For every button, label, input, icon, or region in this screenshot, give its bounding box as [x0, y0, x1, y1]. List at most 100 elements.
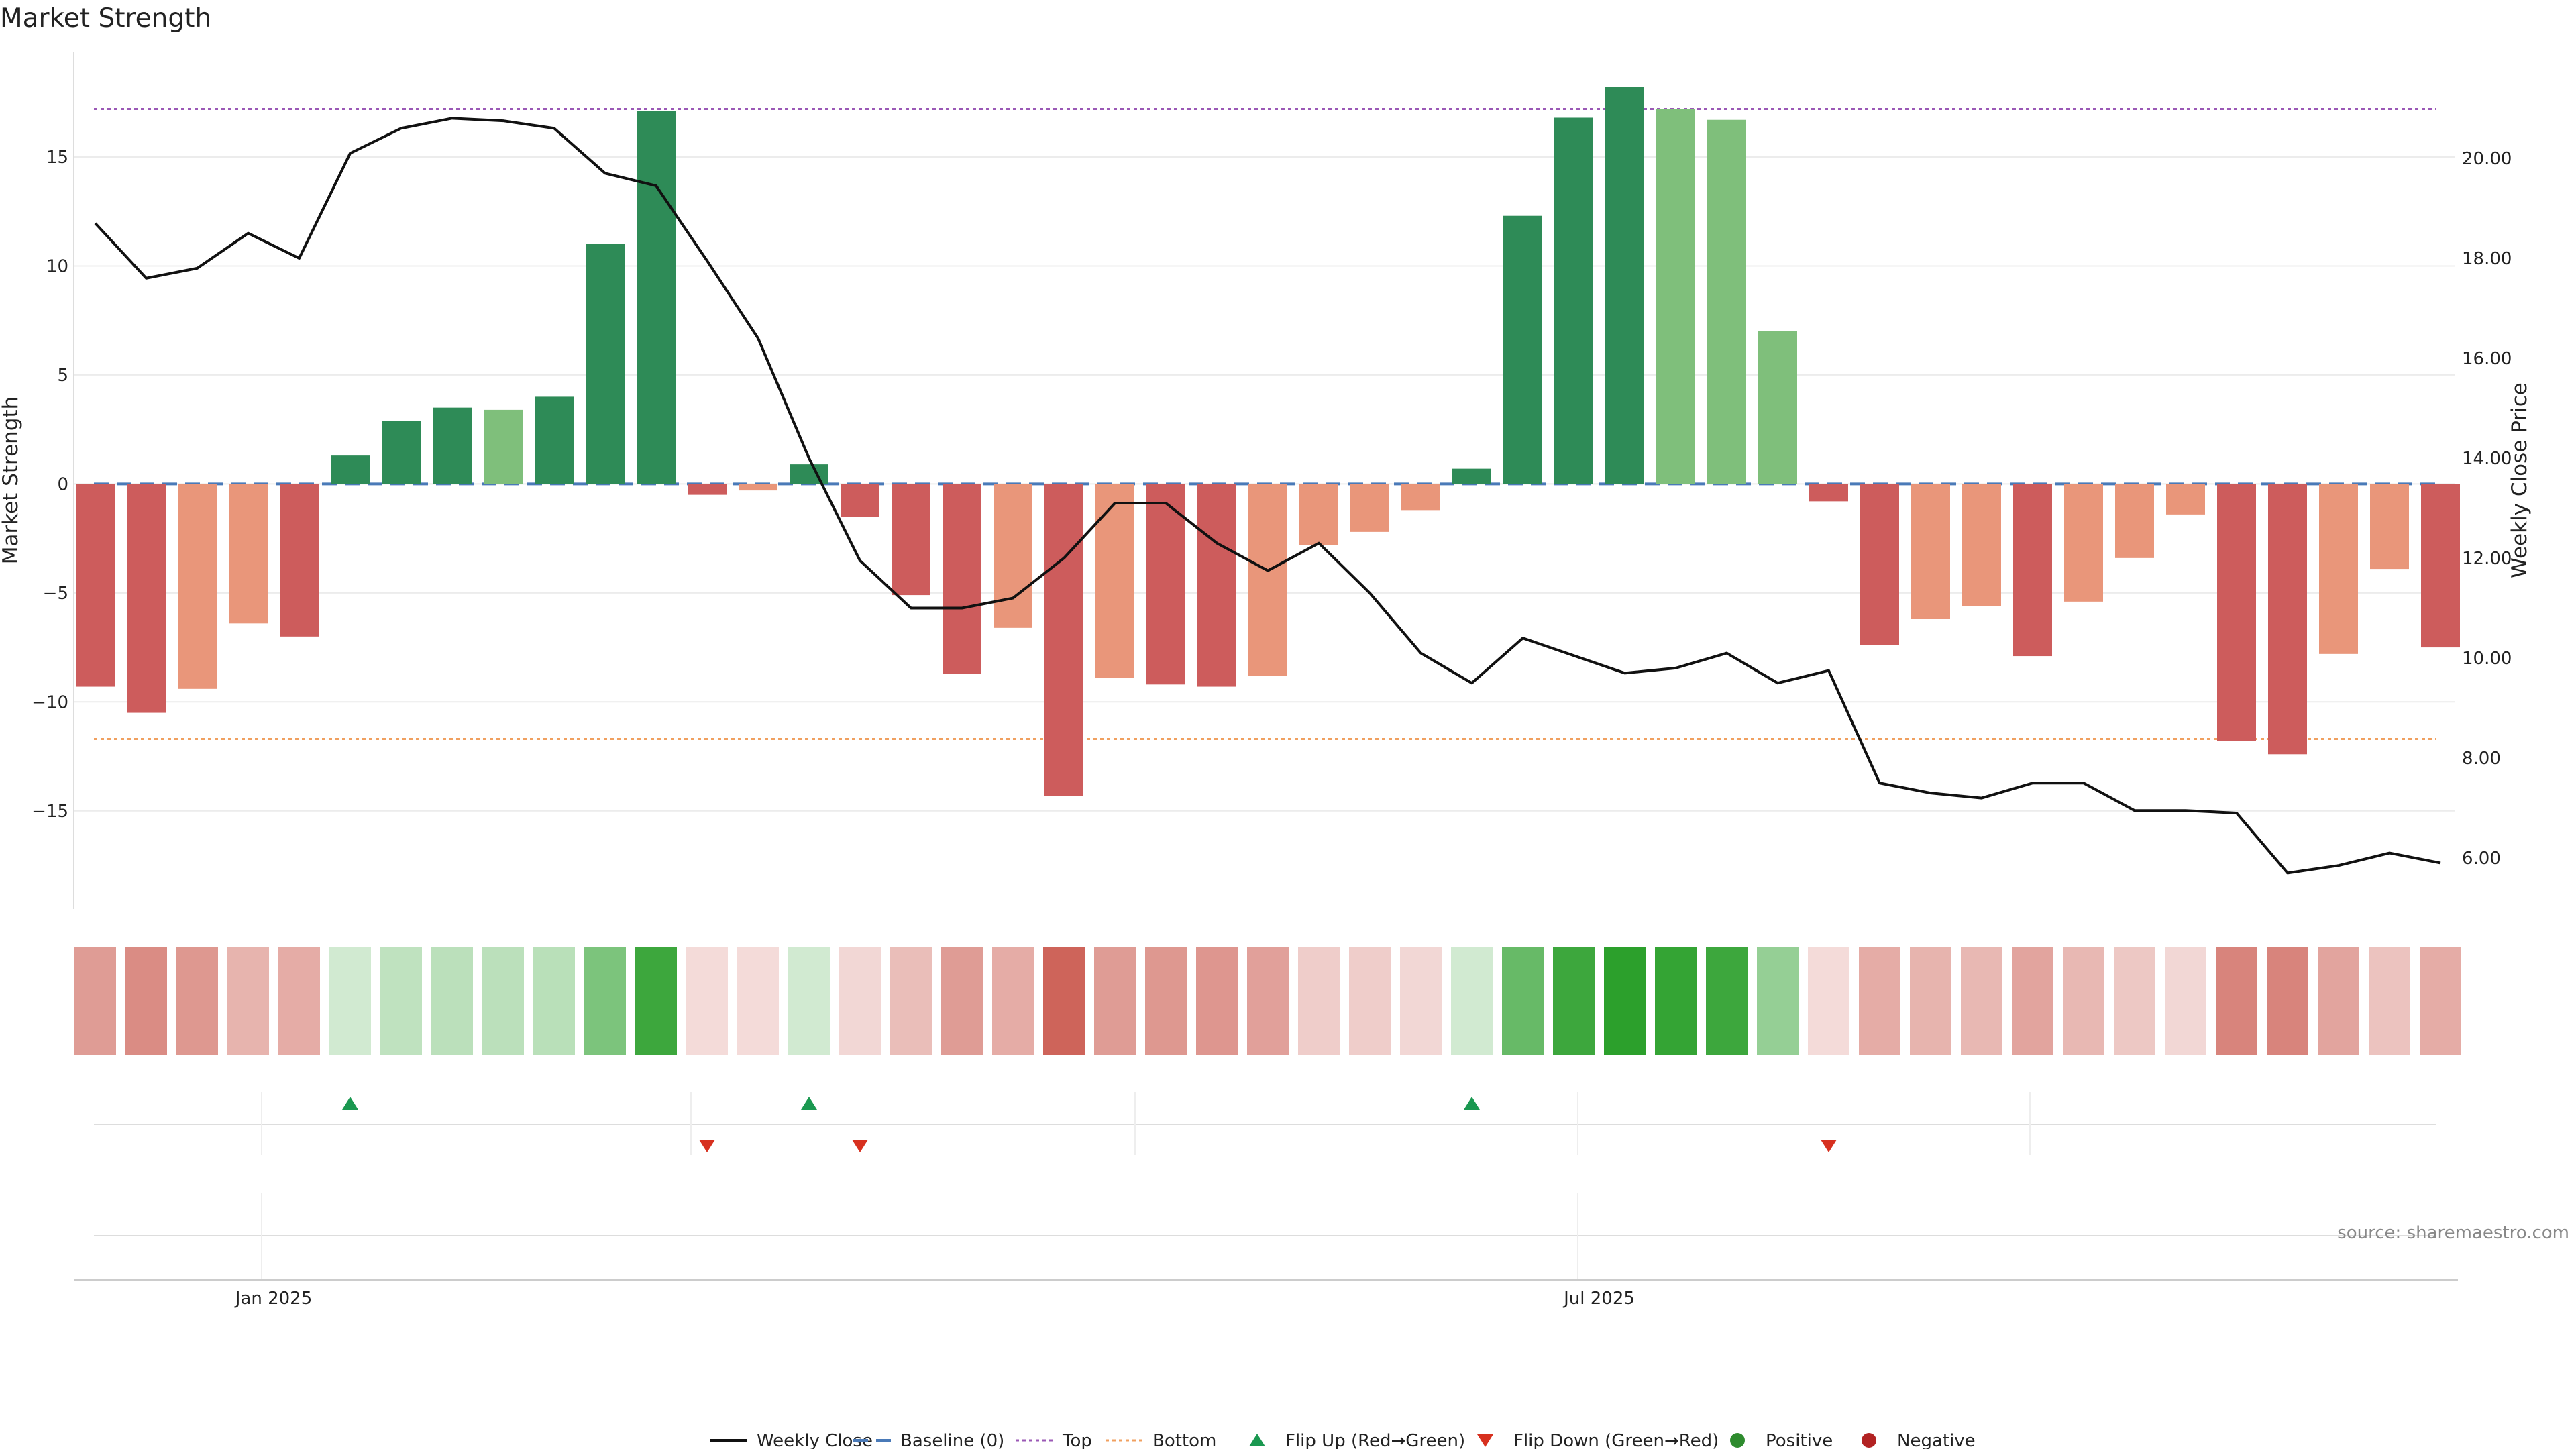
heat-cell — [2012, 947, 2053, 1055]
negative-strength-bar — [2166, 484, 2205, 515]
negative-strength-bar — [2115, 484, 2154, 558]
positive-strength-bar — [1554, 117, 1593, 484]
flip-up-marker — [801, 1097, 817, 1110]
y-tick-label: −5 — [43, 584, 68, 604]
legend-label: Negative — [1897, 1431, 1976, 1449]
negative-strength-bar — [2370, 484, 2409, 570]
heat-cell — [941, 947, 983, 1055]
heat-cell — [2369, 947, 2410, 1055]
heat-strip — [74, 947, 2461, 1055]
negative-strength-bar — [2064, 484, 2103, 602]
legend-swatch-positive — [1730, 1433, 1745, 1448]
heat-cell — [1247, 947, 1289, 1055]
x-tick-label: Jul 2025 — [1562, 1289, 1635, 1309]
heat-cell — [227, 947, 269, 1055]
heat-cell — [1094, 947, 1136, 1055]
positive-strength-bar — [382, 421, 421, 484]
negative-strength-bar — [994, 484, 1032, 628]
flip-up-marker — [1464, 1097, 1480, 1110]
flip-down-marker — [699, 1140, 715, 1152]
y2-tick-label: 8.00 — [2462, 749, 2501, 769]
legend-item: Flip Up (Red→Green) — [1249, 1431, 1465, 1449]
y2-tick-label: 12.00 — [2462, 549, 2512, 569]
negative-strength-bar — [688, 484, 727, 495]
y2-tick-label: 18.00 — [2462, 249, 2512, 269]
heat-cell — [2267, 947, 2308, 1055]
legend-item: Top — [1016, 1431, 1092, 1449]
negative-strength-bar — [178, 484, 217, 689]
heat-cell — [2318, 947, 2359, 1055]
flip-markers — [94, 1092, 2436, 1280]
positive-strength-bar — [331, 455, 370, 484]
negative-strength-bar — [229, 484, 268, 624]
heat-cell — [686, 947, 728, 1055]
y-tick-label: 0 — [57, 474, 68, 494]
positive-strength-bar — [484, 409, 523, 484]
x-axis: Jan 2025 Jul 2025 — [74, 1279, 2458, 1309]
positive-strength-bar — [1452, 468, 1491, 484]
negative-strength-bar — [76, 484, 115, 687]
heat-cell — [839, 947, 881, 1055]
negative-strength-bar — [1044, 484, 1083, 796]
positive-strength-bar — [1758, 331, 1797, 484]
heat-cell — [1706, 947, 1748, 1055]
negative-strength-bar — [2217, 484, 2256, 741]
legend-label: Top — [1062, 1431, 1092, 1449]
negative-strength-bar — [1962, 484, 2001, 606]
heat-cell — [1961, 947, 2002, 1055]
y2-tick-label: 14.00 — [2462, 449, 2512, 469]
heat-cell — [1757, 947, 1799, 1055]
source-label: source: sharemaestro.com — [2337, 1223, 2569, 1243]
negative-strength-bar — [1401, 484, 1440, 511]
legend-item: Flip Down (Green→Red) — [1477, 1431, 1719, 1449]
positive-strength-bar — [535, 396, 574, 484]
flip-down-marker — [1821, 1140, 1837, 1152]
heat-cell — [1859, 947, 1900, 1055]
negative-strength-bar — [1860, 484, 1899, 645]
heat-cell — [176, 947, 218, 1055]
heat-cell — [1808, 947, 1849, 1055]
heat-cell — [2420, 947, 2461, 1055]
heat-cell — [1043, 947, 1085, 1055]
y-tick-label: −10 — [32, 692, 68, 712]
negative-strength-bar — [943, 484, 981, 674]
heat-cell — [1298, 947, 1340, 1055]
heat-cell — [482, 947, 524, 1055]
legend-swatch-flip-up — [1249, 1434, 1265, 1446]
positive-strength-bar — [637, 111, 676, 484]
heat-cell — [1400, 947, 1442, 1055]
positive-strength-bar — [433, 407, 472, 484]
negative-strength-bar — [1809, 484, 1848, 502]
positive-strength-bar — [1605, 87, 1644, 484]
legend-label: Flip Down (Green→Red) — [1513, 1431, 1719, 1449]
heat-cell — [1655, 947, 1697, 1055]
negative-strength-bar — [2421, 484, 2460, 648]
heat-cell — [278, 947, 320, 1055]
flip-up-marker — [342, 1097, 358, 1110]
heat-cell — [431, 947, 473, 1055]
legend-item: Bottom — [1106, 1431, 1216, 1449]
heat-cell — [1553, 947, 1595, 1055]
y2-tick-label: 10.00 — [2462, 649, 2512, 669]
legend-item: Positive — [1730, 1431, 1833, 1449]
negative-strength-bar — [739, 484, 777, 491]
negative-strength-bar — [1095, 484, 1134, 678]
positive-strength-bar — [1503, 215, 1542, 484]
y2-axis-title: Weekly Close Price — [2508, 382, 2532, 578]
legend-label: Bottom — [1152, 1431, 1216, 1449]
y-axis-title: Market Strength — [0, 396, 23, 565]
positive-strength-bar — [1707, 119, 1746, 484]
heat-cell — [1349, 947, 1391, 1055]
legend-item: Negative — [1862, 1431, 1976, 1449]
negative-strength-bar — [2013, 484, 2052, 657]
negative-strength-bar — [1146, 484, 1185, 685]
heat-cell — [329, 947, 371, 1055]
negative-strength-bar — [1350, 484, 1389, 532]
legend-item: Weekly Close — [710, 1431, 873, 1449]
heat-cell — [635, 947, 677, 1055]
weekly-close-line — [94, 117, 2441, 875]
negative-strength-bar — [1299, 484, 1338, 545]
heat-cell — [1502, 947, 1544, 1055]
